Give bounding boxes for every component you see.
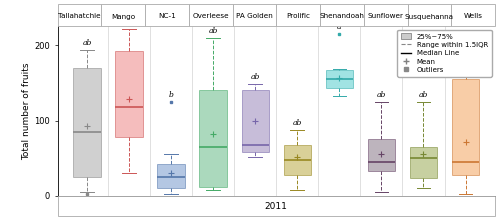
Text: Prolific: Prolific	[286, 13, 310, 20]
Text: Shenandoah: Shenandoah	[320, 13, 364, 20]
Text: Wells: Wells	[464, 13, 482, 20]
Legend: 25%~75%, Range within 1.5IQR, Median Line, Mean, Outliers: 25%~75%, Range within 1.5IQR, Median Lin…	[398, 30, 492, 77]
FancyBboxPatch shape	[276, 4, 320, 26]
FancyBboxPatch shape	[58, 4, 101, 26]
FancyBboxPatch shape	[364, 4, 408, 26]
Text: Susquehanna: Susquehanna	[405, 13, 454, 20]
PathPatch shape	[242, 90, 269, 152]
Text: ab: ab	[124, 18, 134, 26]
Text: Tallahatchie: Tallahatchie	[58, 13, 100, 20]
FancyBboxPatch shape	[320, 4, 364, 26]
FancyBboxPatch shape	[451, 4, 495, 26]
PathPatch shape	[368, 139, 395, 171]
Text: ab: ab	[82, 39, 92, 48]
PathPatch shape	[410, 147, 437, 178]
Text: Mango: Mango	[111, 13, 135, 20]
PathPatch shape	[452, 79, 479, 175]
FancyBboxPatch shape	[408, 4, 451, 26]
Text: 2011: 2011	[265, 202, 287, 211]
PathPatch shape	[284, 145, 311, 175]
PathPatch shape	[116, 51, 142, 137]
Text: Sunflower: Sunflower	[368, 13, 404, 20]
FancyBboxPatch shape	[232, 4, 276, 26]
Text: ab: ab	[250, 73, 260, 81]
PathPatch shape	[158, 164, 185, 188]
Text: ab: ab	[208, 27, 218, 35]
Text: a: a	[337, 23, 342, 31]
Text: NC-1: NC-1	[158, 13, 176, 20]
Text: ab: ab	[419, 91, 428, 99]
Text: ab: ab	[292, 119, 302, 127]
Text: b: b	[168, 91, 173, 99]
FancyBboxPatch shape	[101, 4, 145, 26]
Text: PA Golden: PA Golden	[236, 13, 273, 20]
FancyBboxPatch shape	[58, 196, 495, 216]
Text: Overleese: Overleese	[192, 13, 229, 20]
PathPatch shape	[74, 68, 101, 177]
PathPatch shape	[326, 70, 353, 88]
Text: ab: ab	[376, 91, 386, 99]
PathPatch shape	[200, 90, 227, 187]
Y-axis label: Total number of fruits: Total number of fruits	[22, 62, 32, 160]
FancyBboxPatch shape	[145, 4, 189, 26]
FancyBboxPatch shape	[189, 4, 232, 26]
Text: ab: ab	[461, 58, 470, 66]
